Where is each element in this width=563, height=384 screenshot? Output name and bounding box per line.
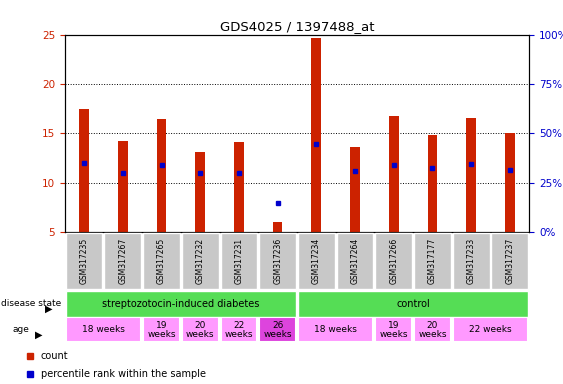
Text: GSM317266: GSM317266 xyxy=(389,238,398,284)
Text: control: control xyxy=(396,299,430,309)
Bar xyxy=(298,291,528,317)
Text: 20
weeks: 20 weeks xyxy=(418,321,446,339)
Text: GSM317177: GSM317177 xyxy=(428,238,437,284)
Text: GSM317236: GSM317236 xyxy=(273,238,282,284)
Bar xyxy=(376,317,412,343)
Bar xyxy=(350,147,360,232)
Text: GSM317265: GSM317265 xyxy=(157,238,166,284)
Bar xyxy=(259,317,296,343)
Bar xyxy=(337,233,373,289)
Text: GSM317231: GSM317231 xyxy=(234,238,243,284)
Text: ▶: ▶ xyxy=(35,330,42,340)
Title: GDS4025 / 1397488_at: GDS4025 / 1397488_at xyxy=(220,20,374,33)
Bar xyxy=(453,233,490,289)
Bar xyxy=(195,152,205,232)
Bar xyxy=(311,38,321,232)
Text: count: count xyxy=(41,351,68,361)
Bar xyxy=(428,136,437,232)
Text: 19
weeks: 19 weeks xyxy=(379,321,408,339)
Bar xyxy=(221,317,257,343)
Bar xyxy=(259,233,296,289)
Text: 18 weeks: 18 weeks xyxy=(82,325,125,334)
Bar xyxy=(143,233,180,289)
Bar xyxy=(466,118,476,232)
Text: percentile rank within the sample: percentile rank within the sample xyxy=(41,369,205,379)
Text: GSM317234: GSM317234 xyxy=(312,238,321,284)
Bar xyxy=(273,222,283,232)
Bar xyxy=(118,141,128,232)
Bar xyxy=(157,119,166,232)
Text: 22
weeks: 22 weeks xyxy=(225,321,253,339)
Text: 19
weeks: 19 weeks xyxy=(148,321,176,339)
Bar xyxy=(389,116,399,232)
Bar xyxy=(66,291,296,317)
Bar xyxy=(143,317,180,343)
Bar xyxy=(453,317,528,343)
Bar xyxy=(298,317,373,343)
Text: disease state: disease state xyxy=(1,299,61,308)
Text: 18 weeks: 18 weeks xyxy=(314,325,357,334)
Text: ▶: ▶ xyxy=(45,304,52,314)
Bar xyxy=(414,317,451,343)
Bar xyxy=(491,233,528,289)
Text: GSM317233: GSM317233 xyxy=(467,238,476,284)
Text: GSM317232: GSM317232 xyxy=(196,238,205,284)
Bar xyxy=(505,134,515,232)
Text: 22 weeks: 22 weeks xyxy=(469,325,512,334)
Bar xyxy=(376,233,412,289)
Text: 26
weeks: 26 weeks xyxy=(263,321,292,339)
Text: GSM317235: GSM317235 xyxy=(79,238,88,284)
Bar xyxy=(182,233,218,289)
Bar xyxy=(66,233,102,289)
Text: age: age xyxy=(13,325,30,334)
Bar xyxy=(414,233,451,289)
Bar xyxy=(66,317,141,343)
Text: GSM317237: GSM317237 xyxy=(506,238,515,284)
Bar xyxy=(234,142,244,232)
Bar xyxy=(298,233,335,289)
Bar xyxy=(104,233,141,289)
Bar xyxy=(79,109,89,232)
Bar xyxy=(182,317,218,343)
Text: GSM317264: GSM317264 xyxy=(351,238,360,284)
Text: streptozotocin-induced diabetes: streptozotocin-induced diabetes xyxy=(102,299,260,309)
Text: GSM317267: GSM317267 xyxy=(118,238,127,284)
Bar xyxy=(221,233,257,289)
Text: 20
weeks: 20 weeks xyxy=(186,321,215,339)
